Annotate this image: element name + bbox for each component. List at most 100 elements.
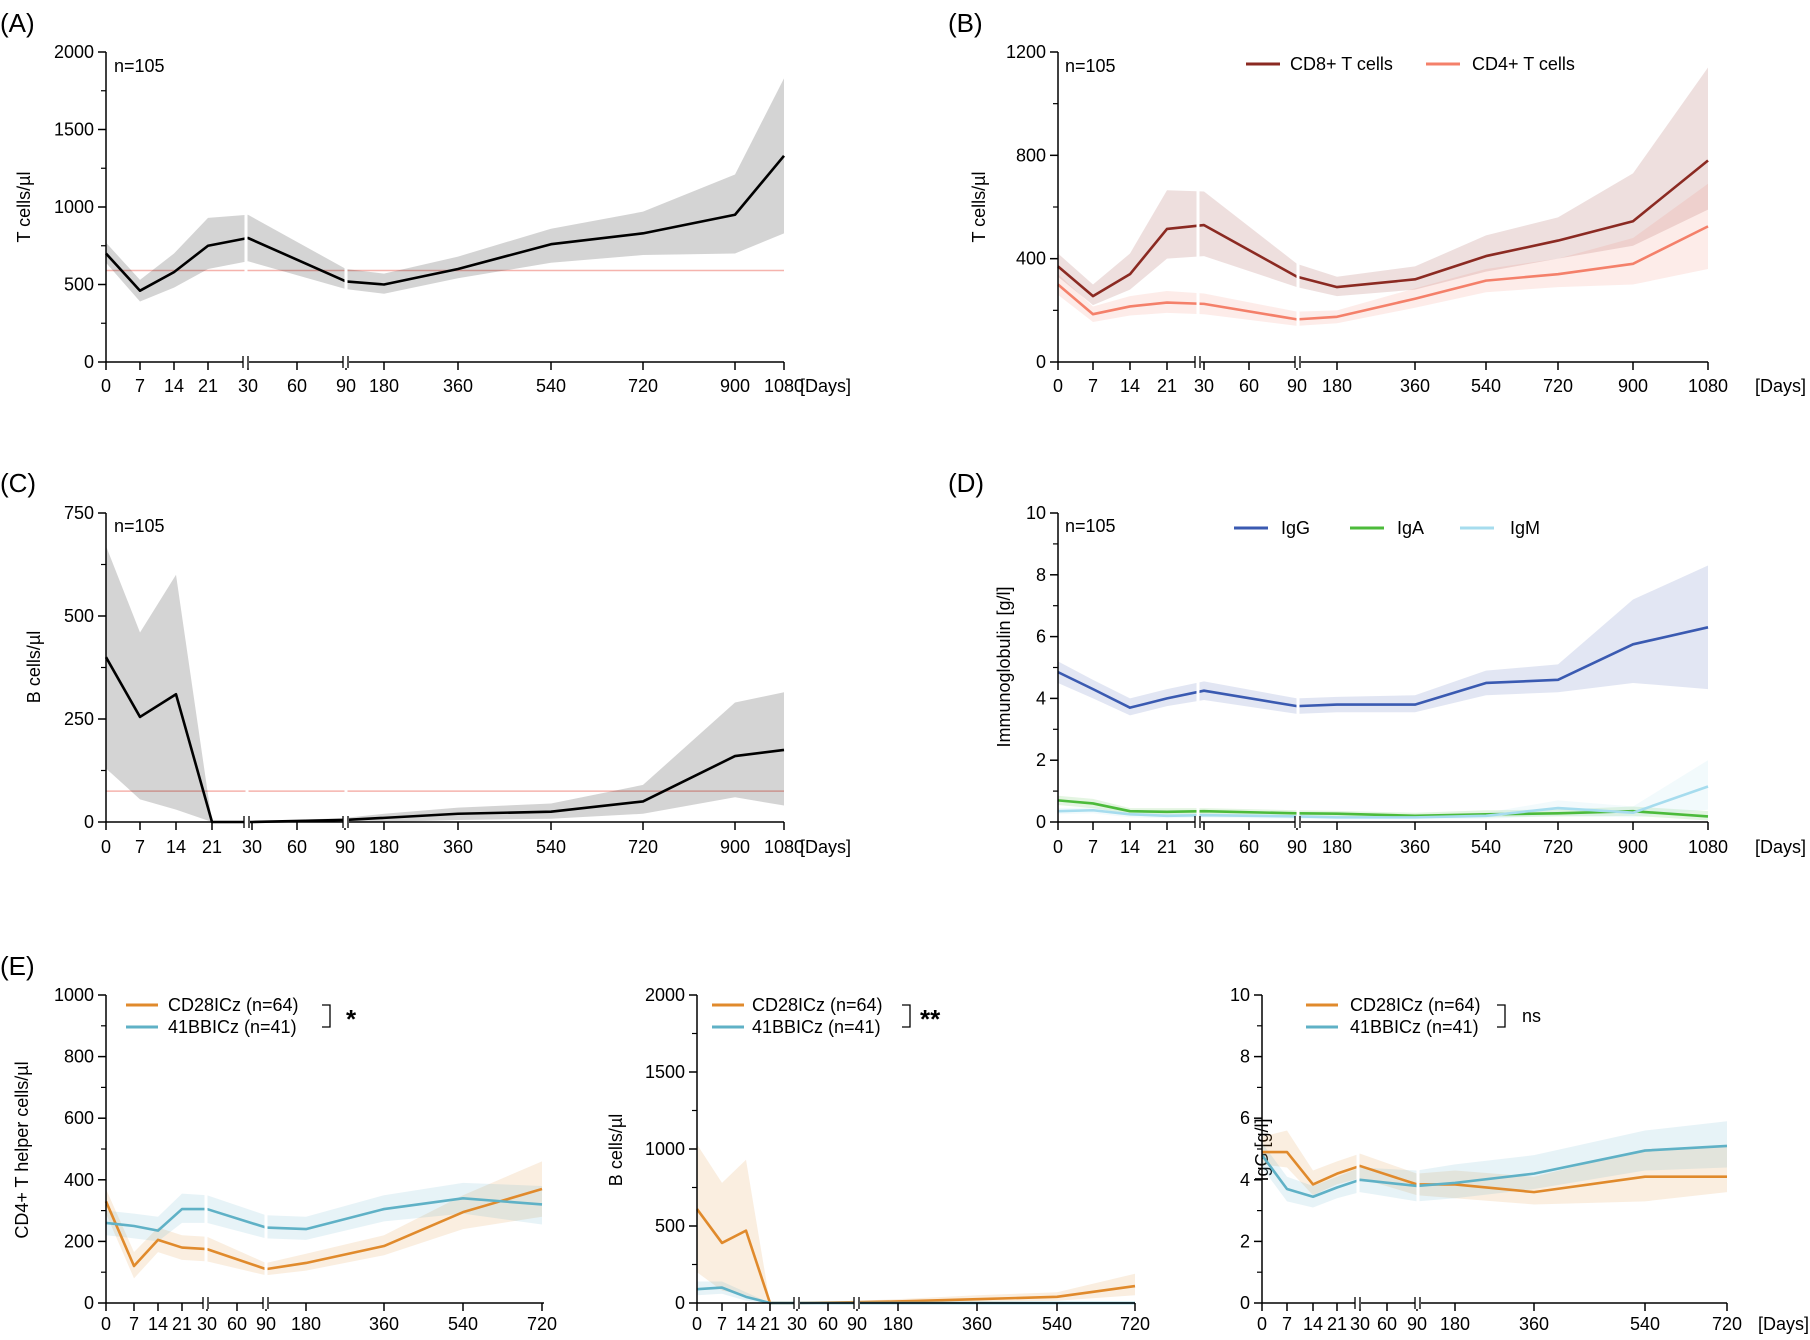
x-tick-label: 7: [1088, 376, 1098, 396]
axis-break-mask: [1355, 1297, 1361, 1309]
legend-label: CD4+ T cells: [1472, 54, 1575, 74]
x-tick-label: 7: [135, 837, 145, 857]
x-tick-label: 360: [369, 1314, 399, 1334]
x-tick-label: 360: [443, 376, 473, 396]
y-tick-label: 2: [1036, 750, 1046, 770]
axis-break-mask: [1415, 1297, 1421, 1309]
series-band-2: [1058, 183, 1708, 326]
sample-size-annotation: n=105: [114, 516, 165, 536]
legend-label: IgM: [1510, 518, 1540, 538]
significance-label: **: [920, 1004, 941, 1034]
x-tick-label: 14: [166, 837, 186, 857]
y-tick-label: 750: [64, 503, 94, 523]
x-tick-label: 14: [1303, 1314, 1323, 1334]
y-tick-label: 2000: [54, 42, 94, 62]
y-tick-label: 600: [64, 1108, 94, 1128]
x-tick-label: 30: [1194, 837, 1214, 857]
significance-bracket: [902, 1004, 911, 1028]
x-unit-label: [Days]: [1758, 1314, 1809, 1334]
x-tick-label: 720: [1543, 376, 1573, 396]
x-tick-label: 7: [1088, 837, 1098, 857]
y-tick-label: 500: [64, 275, 94, 295]
x-tick-label: 0: [101, 376, 111, 396]
x-tick-label: 540: [536, 837, 566, 857]
series-band-1: [106, 78, 784, 302]
x-tick-label: 180: [291, 1314, 321, 1334]
x-tick-label: 900: [720, 837, 750, 857]
x-tick-label: 14: [1120, 376, 1140, 396]
x-tick-label: 0: [1257, 1314, 1267, 1334]
y-axis-label: T cells/µl: [969, 171, 989, 242]
panel-5: (E)CD4+ T helper cells/µl020040060080010…: [0, 951, 557, 1334]
axis-break-mask: [244, 816, 250, 828]
series-band-1: [697, 1144, 1135, 1303]
axis-break-mask: [343, 356, 349, 368]
x-tick-label: 180: [369, 376, 399, 396]
y-tick-label: 0: [675, 1293, 685, 1313]
y-tick-label: 400: [64, 1170, 94, 1190]
y-tick-label: 0: [84, 812, 94, 832]
y-tick-label: 0: [84, 1293, 94, 1313]
x-tick-label: 7: [135, 376, 145, 396]
x-tick-label: 60: [1239, 837, 1259, 857]
x-tick-label: 360: [1519, 1314, 1549, 1334]
panel-2: (B) T cells/µl 0 400 800 1200 0 7 14 21 30 60 90 180 3…: [948, 8, 1806, 396]
y-tick-label: 200: [64, 1231, 94, 1251]
y-tick-label: 500: [655, 1216, 685, 1236]
y-tick-label: 1000: [54, 197, 94, 217]
panel-label: (D): [948, 468, 984, 498]
x-tick-label: 540: [1471, 837, 1501, 857]
panel-3: (C) B cells/µl 0 250 500 750 0 7 14 21 30 60 90 180 36…: [0, 468, 851, 857]
x-tick-label: 0: [1053, 837, 1063, 857]
series-line-2: [1260, 1144, 1728, 1199]
x-tick-label: 900: [1618, 376, 1648, 396]
y-tick-label: 6: [1240, 1108, 1250, 1128]
x-tick-label: 7: [1282, 1314, 1292, 1334]
legend-label: IgG: [1281, 518, 1310, 538]
x-tick-label: 180: [1440, 1314, 1470, 1334]
x-tick-label: 21: [1157, 837, 1177, 857]
x-tick-label: 21: [760, 1314, 780, 1334]
x-tick-label: 540: [1630, 1314, 1660, 1334]
y-tick-label: 800: [64, 1047, 94, 1067]
x-tick-label: 540: [536, 376, 566, 396]
series-band-2: [1262, 1121, 1727, 1208]
x-unit-label: [Days]: [800, 376, 851, 396]
y-tick-label: 400: [1016, 249, 1046, 269]
x-tick-label: 720: [1120, 1314, 1150, 1334]
series-line-1: [105, 155, 785, 292]
series-line-3: [1057, 785, 1709, 819]
x-unit-label: [Days]: [1755, 837, 1806, 857]
panel-label: (E): [0, 951, 35, 981]
y-tick-label: 500: [64, 606, 94, 626]
axis-break-mask: [1295, 816, 1301, 828]
x-unit-label: [Days]: [1755, 376, 1806, 396]
axis-break-mask: [263, 1297, 269, 1309]
y-tick-label: 8: [1036, 565, 1046, 585]
x-tick-label: 60: [227, 1314, 247, 1334]
y-tick-label: 2000: [645, 985, 685, 1005]
x-tick-label: 21: [198, 376, 218, 396]
axis-break-mask: [1195, 816, 1201, 828]
x-tick-label: 720: [628, 837, 658, 857]
y-tick-label: 1500: [54, 120, 94, 140]
x-tick-label: 14: [1120, 837, 1140, 857]
y-axis-label: CD4+ T helper cells/µl: [12, 1061, 32, 1238]
x-tick-label: 30: [787, 1314, 807, 1334]
x-tick-label: 60: [287, 837, 307, 857]
y-tick-label: 10: [1230, 985, 1250, 1005]
y-tick-label: 0: [1036, 812, 1046, 832]
x-tick-label: 30: [242, 837, 262, 857]
x-tick-label: 720: [628, 376, 658, 396]
x-tick-label: 60: [1239, 376, 1259, 396]
x-tick-label: 90: [1287, 376, 1307, 396]
legend-label: CD28ICz (n=64): [752, 995, 883, 1015]
x-tick-label: 540: [1471, 376, 1501, 396]
y-tick-label: 1000: [645, 1139, 685, 1159]
legend-label: 41BBICz (n=41): [752, 1017, 881, 1037]
y-tick-label: 800: [1016, 145, 1046, 165]
y-tick-label: 4: [1036, 688, 1046, 708]
sample-size-annotation: n=105: [1065, 516, 1116, 536]
